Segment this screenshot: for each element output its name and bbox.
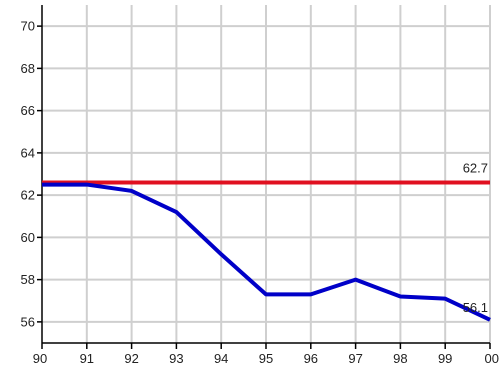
value-annotation: 62.7 bbox=[463, 160, 488, 175]
y-tick-label: 70 bbox=[21, 19, 35, 34]
y-tick-label: 64 bbox=[21, 145, 35, 160]
data-series-line bbox=[42, 182, 491, 322]
y-tick-label: 60 bbox=[21, 230, 35, 245]
x-tick-label: 99 bbox=[438, 351, 452, 366]
x-tick-label: 90 bbox=[33, 351, 47, 366]
y-tick-label: 62 bbox=[21, 188, 35, 203]
annotations: 62.7 56.1 bbox=[463, 160, 488, 314]
y-tick-label: 68 bbox=[21, 61, 35, 76]
x-tick-label: 97 bbox=[348, 351, 362, 366]
y-tick-label: 66 bbox=[21, 103, 35, 118]
series-lines bbox=[42, 180, 491, 322]
x-tick-label: 96 bbox=[304, 351, 318, 366]
x-tick-label: 91 bbox=[80, 351, 94, 366]
x-tick-label: 93 bbox=[169, 351, 183, 366]
value-annotation: 56.1 bbox=[463, 300, 488, 315]
x-tick-label: 94 bbox=[214, 351, 228, 366]
x-tick-label: 98 bbox=[393, 351, 407, 366]
y-tick-label: 56 bbox=[21, 314, 35, 329]
y-axis-ticks: 56 58 60 62 64 66 68 70 bbox=[21, 19, 42, 329]
y-tick-label: 58 bbox=[21, 272, 35, 287]
x-tick-label: 95 bbox=[259, 351, 273, 366]
grid-lines bbox=[42, 5, 491, 343]
x-axis-ticks: 90 91 92 93 94 95 96 97 98 99 00 bbox=[33, 343, 499, 366]
x-tick-label: 00 bbox=[485, 351, 499, 366]
x-tick-label: 92 bbox=[124, 351, 138, 366]
